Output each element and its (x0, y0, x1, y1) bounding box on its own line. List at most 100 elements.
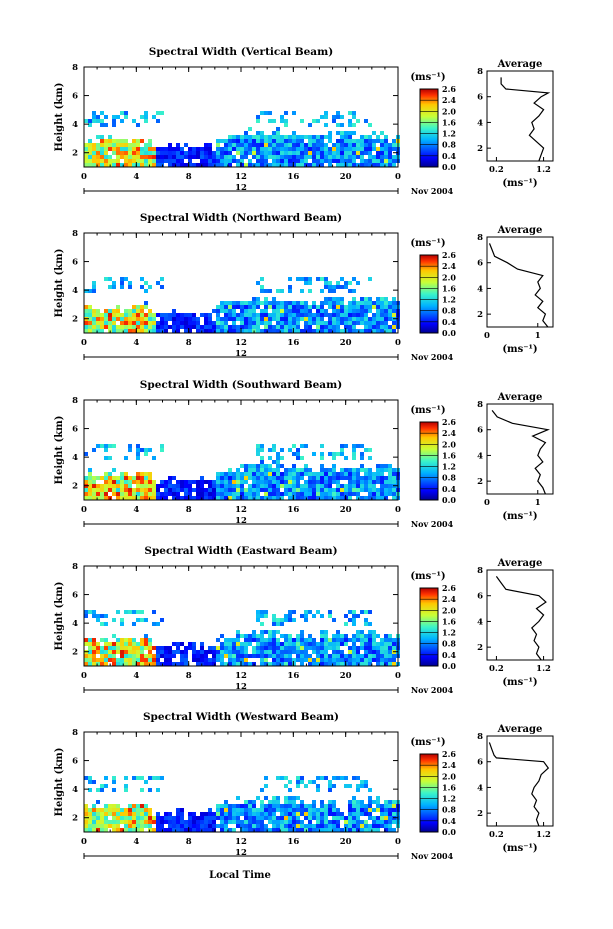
heatmap-cell (108, 820, 112, 824)
heatmap-cell (328, 139, 332, 143)
heatmap-cell (148, 488, 152, 492)
heatmap-cell (360, 484, 364, 488)
heatmap-cell (236, 804, 240, 808)
heatmap-cell (128, 804, 132, 808)
heatmap-cell (368, 151, 372, 155)
colorbar-tick-label: 0.4 (442, 816, 456, 826)
heatmap-cell (376, 305, 380, 309)
heatmap-cell (316, 159, 320, 163)
heatmap-cell (328, 135, 332, 139)
heatmap-cell (292, 309, 296, 313)
heatmap-cell (192, 147, 196, 151)
heatmap-cell (280, 301, 284, 305)
heatmap-cell (340, 115, 344, 119)
heatmap-cell (340, 159, 344, 163)
heatmap-cell (332, 808, 336, 812)
heatmap-cell (92, 281, 96, 285)
heatmap-cell (124, 329, 128, 333)
heatmap-cell (328, 151, 332, 155)
heatmap-cell (224, 492, 228, 496)
heatmap-cell (324, 654, 328, 658)
heatmap-cell (140, 788, 144, 792)
heatmap-cell (260, 143, 264, 147)
heatmap-cell (224, 472, 228, 476)
heatmap-cell (252, 816, 256, 820)
heatmap-cell (256, 496, 260, 500)
heatmap-cell (132, 638, 136, 642)
heatmap-cell (120, 654, 124, 658)
heatmap-cell (208, 329, 212, 333)
heatmap-cell (100, 812, 104, 816)
heatmap-cell (360, 317, 364, 321)
heatmap-cell (232, 139, 236, 143)
heatmap-cell (288, 317, 292, 321)
heatmap-cell (360, 159, 364, 163)
x-tick-label: 16 (287, 172, 299, 182)
heatmap-cell (176, 317, 180, 321)
heatmap-cell (372, 305, 376, 309)
heatmap-cell (320, 305, 324, 309)
heatmap-cell (100, 784, 104, 788)
heatmap-cell (352, 448, 356, 452)
heatmap-cell (288, 804, 292, 808)
heatmap-cell (272, 119, 276, 123)
heatmap-cell (344, 642, 348, 646)
heatmap-cell (320, 147, 324, 151)
heatmap-cell (140, 151, 144, 155)
heatmap-cell (280, 820, 284, 824)
heatmap-cell (244, 816, 248, 820)
heatmap-cell (200, 155, 204, 159)
heatmap-cell (332, 468, 336, 472)
heatmap-cell (240, 317, 244, 321)
panel-title: Spectral Width (Northward Beam) (140, 212, 342, 224)
panel-3: Spectral Width (Eastward Beam)0 4 8 12 16 20 0… (54, 545, 554, 695)
heatmap-cell (132, 662, 136, 666)
heatmap-cell (384, 800, 388, 804)
heatmap-cell (368, 155, 372, 159)
heatmap-cell (268, 464, 272, 468)
heatmap-cell (352, 654, 356, 658)
y-tick-label: 2 (72, 648, 78, 658)
heatmap-cell (272, 800, 276, 804)
heatmap-cell (112, 123, 116, 127)
heatmap-cell (84, 480, 88, 484)
heatmap-cell (280, 147, 284, 151)
heatmap-cell (84, 147, 88, 151)
heatmap-cell (164, 484, 168, 488)
heatmap-cell (152, 147, 156, 151)
heatmap-cell (260, 321, 264, 325)
heatmap-cell (116, 492, 120, 496)
heatmap-cell (184, 662, 188, 666)
heatmap-cell (304, 468, 308, 472)
colorbar-tick-label: 1.6 (442, 283, 456, 293)
heatmap-cell (144, 488, 148, 492)
heatmap-cell (252, 804, 256, 808)
heatmap-cell (280, 456, 284, 460)
heatmap-cell (252, 135, 256, 139)
heatmap-cell (312, 614, 316, 618)
heatmap-cell (252, 472, 256, 476)
heatmap-cell (284, 480, 288, 484)
colorbar-tick-label: 2.4 (442, 428, 456, 438)
heatmap-cell (84, 658, 88, 662)
colorbar-tick-label: 1.2 (442, 129, 456, 139)
heatmap-cell (296, 816, 300, 820)
heatmap-cell (328, 804, 332, 808)
heatmap-cell (84, 662, 88, 666)
heatmap-cell (104, 123, 108, 127)
heatmap-cell (144, 484, 148, 488)
y-tick-label: 2 (72, 149, 78, 159)
heatmap-cell (88, 139, 92, 143)
heatmap-cell (272, 472, 276, 476)
heatmap-cell (148, 321, 152, 325)
heatmap-cell (128, 285, 132, 289)
heatmap-cell (216, 472, 220, 476)
heatmap-cell (176, 163, 180, 167)
heatmap-cell (324, 662, 328, 666)
heatmap-cell (236, 812, 240, 816)
heatmap-cell (368, 496, 372, 500)
heatmap-cell (300, 824, 304, 828)
heatmap-cell (368, 143, 372, 147)
heatmap-cell (224, 816, 228, 820)
heatmap-cell (232, 476, 236, 480)
